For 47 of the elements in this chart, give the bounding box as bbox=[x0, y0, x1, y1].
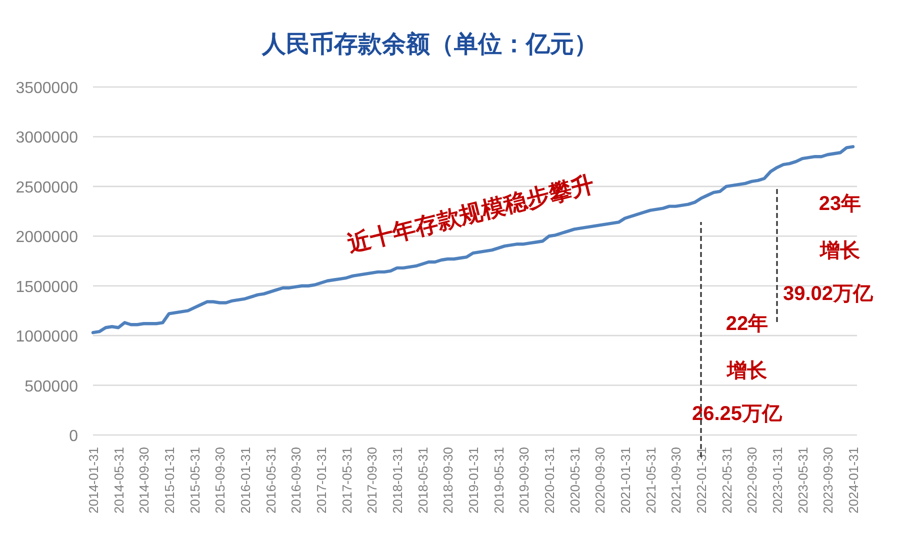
x-tick-label: 2022-09-30 bbox=[744, 447, 760, 514]
y-tick-label: 2000000 bbox=[16, 229, 78, 246]
x-tick-label: 2023-05-31 bbox=[795, 447, 810, 514]
x-tick-label: 2014-05-31 bbox=[111, 447, 126, 514]
x-tick-label: 2023-09-30 bbox=[820, 447, 836, 514]
x-tick-label: 2016-01-31 bbox=[238, 447, 253, 514]
x-tick-label: 2023-01-31 bbox=[770, 447, 785, 514]
x-tick-label: 2018-09-30 bbox=[440, 447, 456, 514]
x-tick-label: 2021-05-31 bbox=[643, 447, 658, 514]
y-tick-label: 3500000 bbox=[16, 80, 78, 97]
annotation: 39.02万亿 bbox=[783, 283, 874, 305]
annotation: 增长 bbox=[726, 360, 768, 382]
x-tick-label: 2018-05-31 bbox=[415, 447, 430, 514]
x-tick-label: 2019-09-30 bbox=[516, 447, 532, 514]
annotation: 增长 bbox=[819, 240, 861, 262]
x-tick-label: 2015-01-31 bbox=[162, 447, 177, 514]
x-tick-label: 2021-01-31 bbox=[618, 447, 633, 514]
x-tick-label: 2018-01-31 bbox=[390, 447, 405, 514]
annotation: 23年 bbox=[818, 193, 862, 215]
annotation: 22年 bbox=[726, 313, 768, 335]
x-tick-label: 2015-09-30 bbox=[212, 447, 228, 514]
x-tick-label: 2022-05-31 bbox=[719, 447, 734, 514]
x-tick-label: 2017-05-31 bbox=[339, 447, 354, 514]
chart-title: 人民币存款余额（单位：亿元） bbox=[261, 31, 598, 58]
y-tick-label: 0 bbox=[69, 428, 78, 445]
x-tick-label: 2019-01-31 bbox=[466, 447, 481, 514]
x-tick-label: 2020-09-30 bbox=[592, 447, 608, 514]
x-tick-label: 2019-05-31 bbox=[491, 447, 506, 514]
x-tick-label: 2017-09-30 bbox=[364, 447, 380, 514]
x-tick-label: 2020-05-31 bbox=[567, 447, 582, 514]
annotation: 26.25万亿 bbox=[692, 403, 784, 425]
x-tick-label: 2015-05-31 bbox=[187, 447, 202, 514]
x-tick-label: 2020-01-31 bbox=[542, 447, 557, 514]
y-tick-label: 2500000 bbox=[16, 179, 78, 196]
x-tick-label: 2021-09-30 bbox=[668, 447, 684, 514]
y-tick-label: 3000000 bbox=[16, 130, 78, 147]
x-tick-label: 2017-01-31 bbox=[314, 447, 329, 514]
x-tick-label: 2022-01-31 bbox=[694, 447, 709, 514]
x-tick-label: 2014-09-30 bbox=[136, 447, 152, 514]
y-tick-label: 1500000 bbox=[16, 278, 78, 296]
y-tick-label: 500000 bbox=[24, 378, 78, 396]
x-tick-label: 2016-05-31 bbox=[263, 447, 278, 514]
x-tick-label: 2016-09-30 bbox=[288, 447, 304, 514]
x-tick-label: 2014-01-31 bbox=[86, 447, 101, 514]
x-tick-label: 2024-01-31 bbox=[846, 447, 861, 514]
y-tick-label: 1000000 bbox=[16, 328, 78, 346]
annotation: 近十年存款规模稳步攀升 bbox=[344, 170, 597, 258]
